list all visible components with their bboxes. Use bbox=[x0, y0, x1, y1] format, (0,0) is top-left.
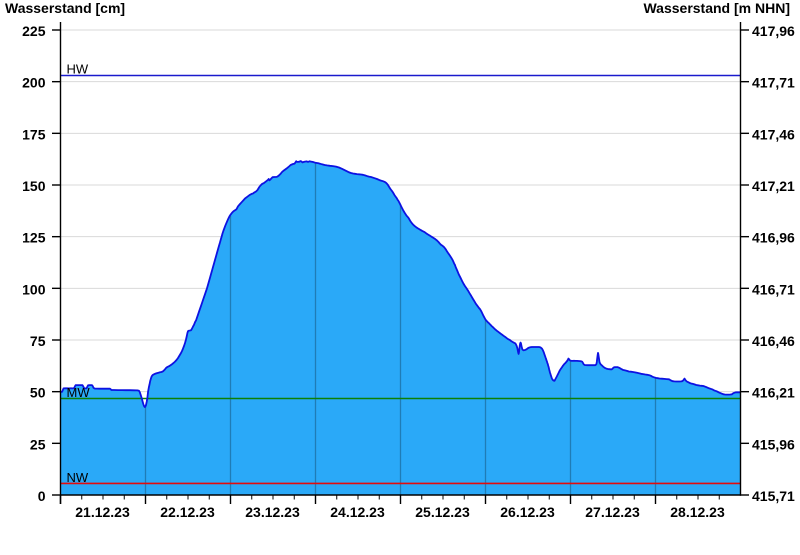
svg-text:150: 150 bbox=[22, 178, 46, 194]
svg-text:417,46: 417,46 bbox=[752, 126, 795, 142]
svg-text:0: 0 bbox=[38, 488, 46, 504]
svg-text:417,96: 417,96 bbox=[752, 23, 795, 39]
svg-text:100: 100 bbox=[22, 281, 46, 297]
svg-text:50: 50 bbox=[30, 385, 46, 401]
svg-text:Wasserstand [cm]: Wasserstand [cm] bbox=[5, 0, 125, 16]
svg-text:225: 225 bbox=[22, 23, 46, 39]
svg-text:125: 125 bbox=[22, 230, 46, 246]
svg-text:24.12.23: 24.12.23 bbox=[330, 504, 385, 520]
svg-text:416,21: 416,21 bbox=[752, 385, 795, 401]
svg-text:MW: MW bbox=[67, 385, 91, 400]
svg-text:HW: HW bbox=[67, 62, 89, 77]
svg-text:416,96: 416,96 bbox=[752, 230, 795, 246]
svg-text:175: 175 bbox=[22, 126, 46, 142]
svg-text:27.12.23: 27.12.23 bbox=[585, 504, 640, 520]
svg-text:23.12.23: 23.12.23 bbox=[245, 504, 300, 520]
svg-text:22.12.23: 22.12.23 bbox=[160, 504, 215, 520]
svg-text:416,46: 416,46 bbox=[752, 333, 795, 349]
svg-text:21.12.23: 21.12.23 bbox=[75, 504, 130, 520]
svg-text:200: 200 bbox=[22, 75, 46, 91]
svg-text:Wasserstand [m NHN]: Wasserstand [m NHN] bbox=[643, 0, 790, 16]
svg-text:75: 75 bbox=[30, 333, 46, 349]
svg-text:415,96: 415,96 bbox=[752, 436, 795, 452]
svg-text:25: 25 bbox=[30, 436, 46, 452]
svg-text:417,21: 417,21 bbox=[752, 178, 795, 194]
svg-text:415,71: 415,71 bbox=[752, 488, 795, 504]
svg-text:416,71: 416,71 bbox=[752, 281, 795, 297]
svg-text:25.12.23: 25.12.23 bbox=[415, 504, 470, 520]
svg-text:26.12.23: 26.12.23 bbox=[500, 504, 555, 520]
svg-text:417,71: 417,71 bbox=[752, 75, 795, 91]
svg-text:NW: NW bbox=[67, 470, 89, 485]
svg-text:28.12.23: 28.12.23 bbox=[670, 504, 725, 520]
